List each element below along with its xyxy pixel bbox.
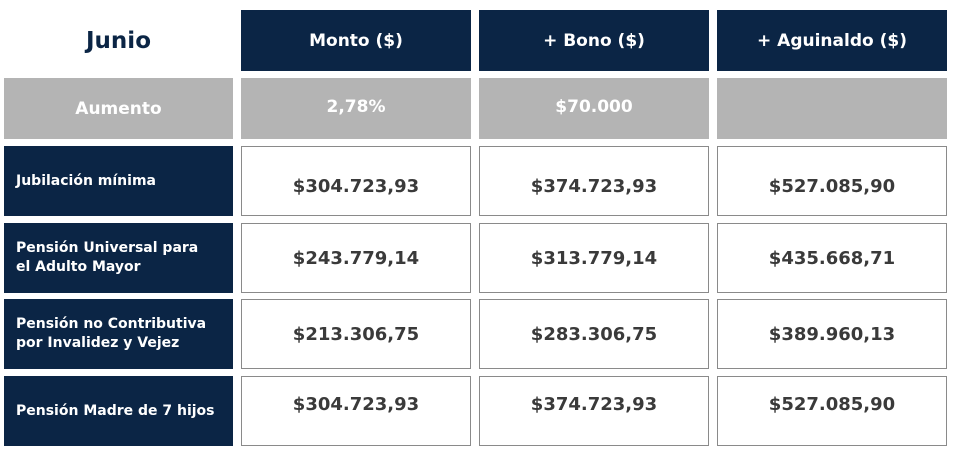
row-label-puam: Pensión Universal para el Adulto Mayor	[4, 223, 233, 293]
value-puam-bono: $313.779,14	[479, 223, 709, 293]
row-label-line: Pensión Universal para	[16, 240, 199, 256]
increase-percent: 2,78%	[241, 78, 471, 139]
value-madre-bono: $374.723,93	[479, 376, 709, 446]
row-label-line: Pensión no Contributiva	[16, 316, 207, 332]
row-label-pension-no-contributiva: Pensión no Contributiva por Invalidez y …	[4, 299, 233, 369]
row-label-line: Pensión Madre de 7 hijos	[16, 402, 215, 419]
value-madre-aguinaldo: $527.085,90	[717, 376, 947, 446]
row-label-line: Jubilación mínima	[16, 172, 156, 189]
value-puam-monto: $243.779,14	[241, 223, 471, 293]
column-header-bono: + Bono ($)	[479, 10, 709, 71]
value-no-contributiva-bono: $283.306,75	[479, 299, 709, 369]
row-label-line: por Invalidez y Vejez	[16, 335, 180, 351]
increase-bonus: $70.000	[479, 78, 709, 139]
value-no-contributiva-monto: $213.306,75	[241, 299, 471, 369]
increase-aguinaldo	[717, 78, 947, 139]
row-label-line: el Adulto Mayor	[16, 259, 141, 275]
increase-label: Aumento	[4, 78, 233, 139]
column-header-monto: Monto ($)	[241, 10, 471, 71]
month-title: Junio	[86, 27, 151, 54]
value-madre-monto: $304.723,93	[241, 376, 471, 446]
value-jubilacion-aguinaldo: $527.085,90	[717, 146, 947, 216]
value-jubilacion-bono: $374.723,93	[479, 146, 709, 216]
column-header-aguinaldo: + Aguinaldo ($)	[717, 10, 947, 71]
value-jubilacion-monto: $304.723,93	[241, 146, 471, 216]
row-label-madre-7-hijos: Pensión Madre de 7 hijos	[4, 376, 233, 446]
row-label-jubilacion-minima: Jubilación mínima	[4, 146, 233, 216]
value-no-contributiva-aguinaldo: $389.960,13	[717, 299, 947, 369]
value-puam-aguinaldo: $435.668,71	[717, 223, 947, 293]
